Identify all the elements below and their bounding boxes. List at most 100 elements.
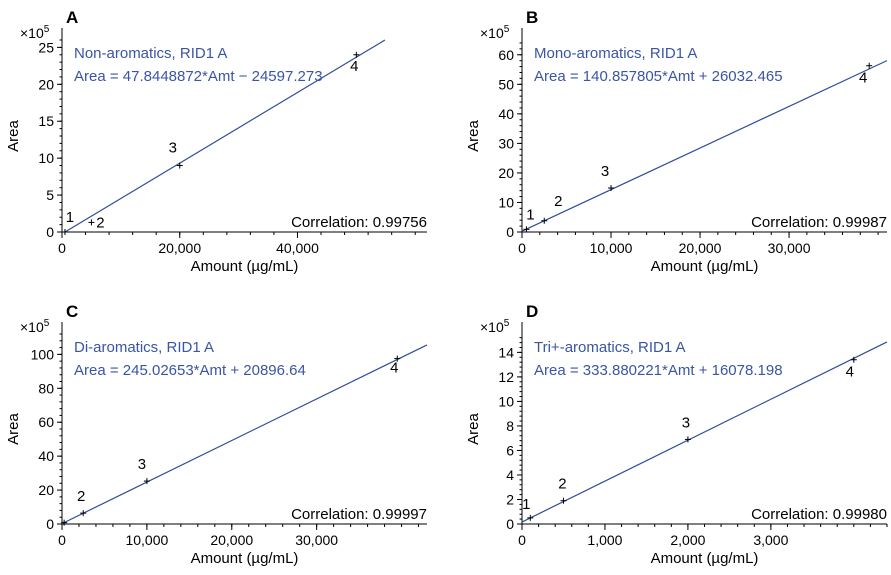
- regression-line: [521, 341, 888, 523]
- x-tick-label: 30,000: [768, 240, 811, 256]
- y-multiplier-base: ×10: [20, 25, 44, 41]
- regression-line: [521, 60, 888, 232]
- series-name: Mono-aromatics, RID1 A: [534, 45, 697, 62]
- data-point-label: 3: [138, 456, 146, 473]
- data-point-label: 2: [558, 476, 566, 493]
- y-tick-label: 50: [498, 76, 514, 92]
- x-tick-label: 0: [518, 240, 526, 256]
- y-tick-label: 14: [498, 344, 514, 360]
- y-tick-label: 10: [38, 150, 54, 166]
- y-axis-label: Area: [465, 413, 482, 445]
- fit-equation: Area = 140.857805*Amt + 26032.465: [534, 68, 783, 85]
- data-point-label: 4: [350, 58, 358, 75]
- x-axis-label: Amount (µg/mL): [191, 550, 299, 567]
- data-point-label: 2: [96, 214, 104, 231]
- series-name: Tri+-aromatics, RID1 A: [534, 339, 686, 356]
- y-tick-label: 4: [506, 467, 514, 483]
- y-tick-label: 20: [498, 165, 514, 181]
- y-multiplier-exponent: 5: [44, 24, 50, 35]
- x-tick-label: 10,000: [590, 240, 633, 256]
- correlation-label: Correlation: 0.99987: [751, 214, 887, 231]
- data-point-label: 4: [846, 364, 854, 381]
- x-axis-label: Amount (µg/mL): [651, 258, 759, 275]
- series-name: Di-aromatics, RID1 A: [74, 339, 214, 356]
- panel-letter: C: [66, 302, 78, 321]
- x-tick-label: 20,000: [679, 240, 722, 256]
- y-tick-label: 10: [498, 393, 514, 409]
- y-multiplier-exponent: 5: [44, 318, 50, 329]
- y-tick-label: 0: [46, 224, 54, 240]
- y-multiplier-exponent: 5: [504, 318, 510, 329]
- x-axis-label: Amount (µg/mL): [651, 550, 759, 567]
- data-point-label: 2: [77, 488, 85, 505]
- y-tick-label: 20: [38, 76, 54, 92]
- data-point-label: 3: [169, 140, 177, 157]
- fit-equation: Area = 333.880221*Amt + 16078.198: [534, 362, 783, 379]
- y-multiplier-base: ×10: [20, 319, 44, 335]
- y-multiplier: ×105: [20, 24, 50, 41]
- x-tick-label: 0: [58, 240, 66, 256]
- x-tick-label: 0: [518, 532, 526, 548]
- y-tick-label: 40: [498, 106, 514, 122]
- y-multiplier-base: ×10: [480, 319, 504, 335]
- data-point-label: 4: [859, 70, 867, 87]
- data-point-label: 3: [682, 414, 690, 431]
- y-tick-label: 25: [38, 39, 54, 55]
- x-tick-label: 20,000: [210, 532, 253, 548]
- y-tick-label: 0: [46, 516, 54, 532]
- y-tick-label: 2: [506, 491, 514, 507]
- y-axis-label: Area: [5, 120, 22, 152]
- y-tick-label: 80: [38, 380, 54, 396]
- panel-letter: A: [66, 8, 78, 27]
- data-point-label: 1: [66, 209, 74, 226]
- data-point-label: 4: [390, 360, 398, 377]
- chart-panel-c: C ×105 0 20 40 60 80 100 0 10,000 20,000 30,000 Amou…: [5, 302, 428, 567]
- x-tick-label: 30,000: [295, 532, 338, 548]
- x-tick-label: 0: [58, 532, 66, 548]
- x-tick-label: 40,000: [276, 240, 319, 256]
- x-tick-label: 10,000: [125, 532, 168, 548]
- data-point-label: 2: [554, 193, 562, 210]
- data-point-label: 3: [601, 163, 609, 180]
- correlation-label: Correlation: 0.99756: [291, 214, 427, 231]
- y-tick-label: 15: [38, 113, 54, 129]
- y-tick-label: 0: [506, 516, 514, 532]
- x-tick-label: 2,000: [670, 532, 705, 548]
- y-multiplier-exponent: 5: [504, 24, 510, 35]
- y-multiplier-base: ×10: [480, 25, 504, 41]
- y-tick-label: 60: [498, 47, 514, 63]
- y-axis-label: Area: [465, 120, 482, 152]
- correlation-label: Correlation: 0.99980: [751, 506, 887, 523]
- y-tick-label: 10: [498, 194, 514, 210]
- y-tick-label: 30: [498, 135, 514, 151]
- series-name: Non-aromatics, RID1 A: [74, 45, 227, 62]
- data-point-label: 1: [522, 496, 530, 513]
- y-tick-label: 8: [506, 418, 514, 434]
- y-tick-label: 6: [506, 442, 514, 458]
- x-tick-label: 3,000: [753, 532, 788, 548]
- data-point-label: 1: [526, 206, 534, 223]
- x-tick-label: 20,000: [158, 240, 201, 256]
- fit-equation: Area = 245.02653*Amt + 20896.64: [74, 362, 306, 379]
- y-tick-label: 100: [31, 346, 55, 362]
- panel-letter: B: [526, 8, 538, 27]
- regression-line: [61, 344, 428, 525]
- regression-line: [64, 39, 386, 233]
- x-axis-label: Amount (µg/mL): [191, 258, 299, 275]
- y-multiplier: ×105: [480, 318, 510, 335]
- y-tick-label: 12: [498, 369, 514, 385]
- y-multiplier: ×105: [20, 318, 50, 335]
- correlation-label: Correlation: 0.99997: [291, 506, 427, 523]
- y-multiplier: ×105: [480, 24, 510, 41]
- y-tick-label: 0: [506, 224, 514, 240]
- y-tick-label: 60: [38, 414, 54, 430]
- y-tick-label: 5: [46, 187, 54, 203]
- fit-equation: Area = 47.8448872*Amt − 24597.273: [74, 68, 323, 85]
- y-tick-label: 40: [38, 448, 54, 464]
- y-axis-label: Area: [5, 413, 22, 445]
- y-tick-label: 20: [38, 482, 54, 498]
